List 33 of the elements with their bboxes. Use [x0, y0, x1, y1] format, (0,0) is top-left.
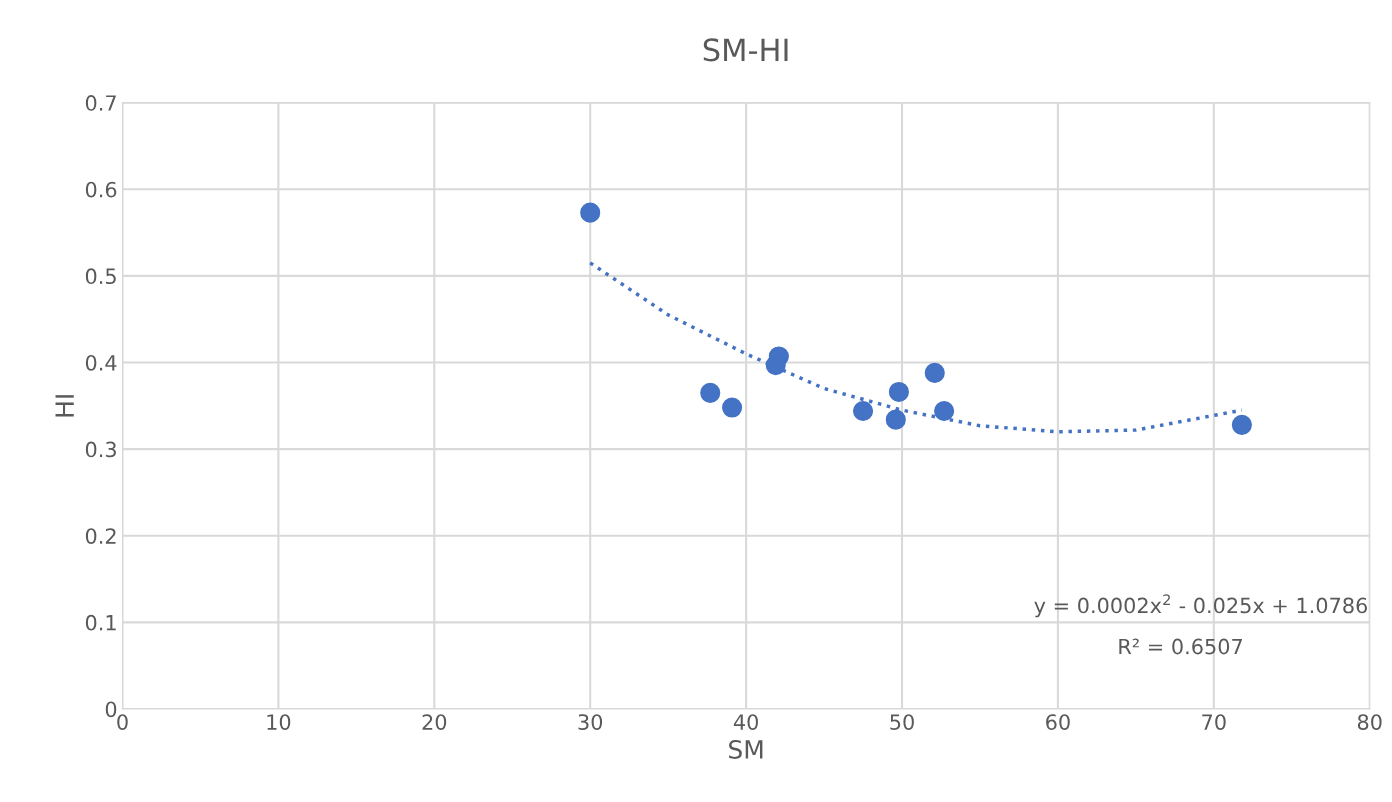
- x-axis-title: SM: [729, 739, 763, 759]
- x-tick-label: 20: [422, 714, 447, 730]
- line-series: [588, 261, 1244, 434]
- y-tick-label: 0.1: [85, 614, 116, 631]
- y-tick-label: 0.5: [85, 268, 116, 285]
- annotation: y = 0.0002x$^{2}$ - 0.025x + 1.0786: [1034, 594, 1368, 618]
- point: [852, 400, 874, 422]
- point: [1231, 414, 1252, 435]
- point: [580, 202, 601, 223]
- chart-title: SM-HI: [703, 38, 788, 62]
- y-tick-label: 0.7: [85, 95, 116, 111]
- y-tick-label: 0.4: [85, 354, 117, 371]
- y-tick-label: 0: [105, 701, 117, 718]
- y-axis-title: HI: [55, 395, 74, 417]
- x-tick-label: 80: [1357, 714, 1382, 730]
- y-tick-label: 0.3: [85, 441, 116, 458]
- x-tick-label: 50: [890, 714, 914, 730]
- x-tick-label: 40: [733, 714, 758, 730]
- point: [934, 400, 955, 422]
- x-tick-label: 70: [1202, 714, 1226, 730]
- point: [924, 362, 945, 383]
- point: [888, 381, 909, 403]
- x-tick-label: 60: [1046, 714, 1070, 730]
- x-tick-label: 0: [117, 714, 128, 730]
- y-tick-label: 0.6: [85, 181, 117, 198]
- point: [722, 397, 743, 418]
- point: [700, 382, 721, 403]
- x-tick-label: 30: [578, 714, 603, 730]
- point: [885, 409, 906, 430]
- y-tick-label: 0.2: [85, 528, 116, 544]
- x-tick-label: 10: [267, 714, 291, 730]
- annotation: R² = 0.6507: [1119, 638, 1242, 655]
- point: [765, 355, 786, 376]
